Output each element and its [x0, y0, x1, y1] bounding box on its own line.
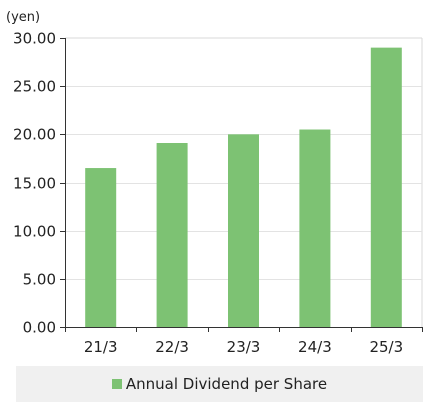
y-tick-label: 15.00	[13, 175, 56, 193]
y-tick-label: 25.00	[13, 78, 56, 96]
y-tick-label: 10.00	[13, 223, 56, 241]
legend: Annual Dividend per Share	[16, 366, 423, 402]
x-tick-label: 23/3	[227, 338, 261, 356]
y-tick-label: 20.00	[13, 126, 56, 144]
x-tick-label: 25/3	[369, 338, 403, 356]
bars	[85, 47, 402, 328]
axes: (yen) 0.00 5.00 10.00 15.00 20.00 25.00 30.00 2…	[6, 10, 423, 356]
legend-label: Annual Dividend per Share	[125, 375, 328, 393]
y-tick-label: 5.00	[23, 271, 56, 289]
x-tick-label: 22/3	[155, 338, 189, 356]
x-tick-label: 21/3	[84, 338, 118, 356]
y-tick-label: 30.00	[13, 30, 56, 48]
bar	[299, 129, 331, 327]
y-axis-unit-label: (yen)	[6, 10, 40, 25]
bar	[228, 134, 259, 327]
bar	[156, 143, 188, 327]
bar	[370, 47, 402, 328]
bar	[85, 168, 117, 327]
y-tick-label: 0.00	[23, 319, 56, 337]
legend-swatch	[111, 379, 122, 389]
x-tick-label: 24/3	[298, 338, 332, 356]
